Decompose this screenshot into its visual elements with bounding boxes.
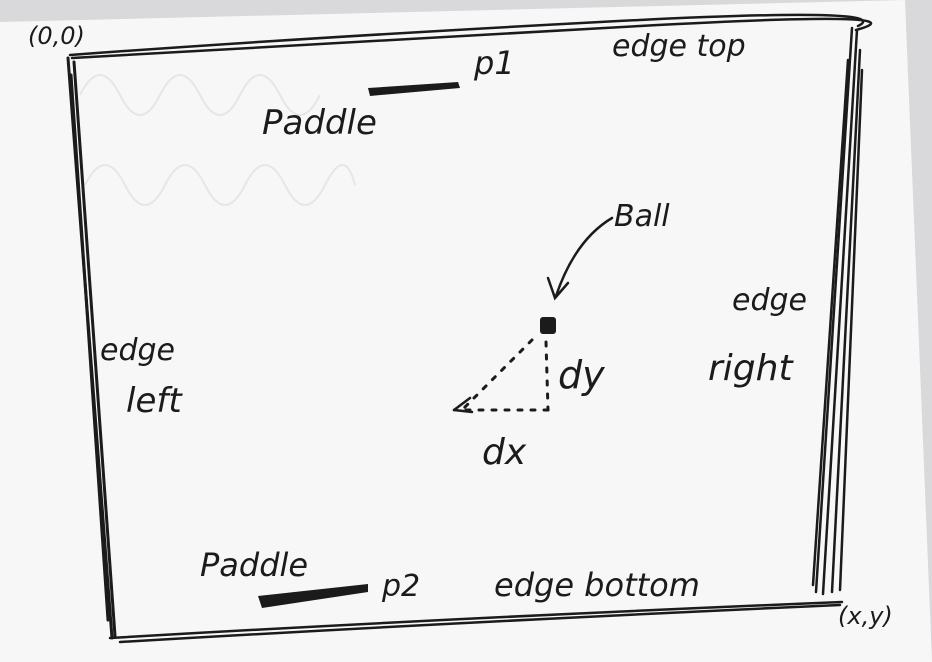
dx-label: dx (482, 432, 527, 473)
edge-left-line (66, 56, 117, 640)
edge-top-line (68, 13, 873, 60)
edge-left-label-line2: left (126, 381, 183, 421)
velocity-triangle (460, 338, 550, 412)
edge-top-label: edge top (612, 29, 746, 64)
ball-label: Ball (614, 199, 670, 234)
p2-label: p2 (381, 569, 420, 604)
edge-right-line (811, 26, 864, 596)
ball-arrow-icon (546, 216, 614, 301)
edge-left-label-line1: edge (100, 333, 175, 368)
paddle-bottom-mark (258, 584, 368, 608)
velocity-arrowhead-icon (452, 396, 474, 414)
corner-label: (x,y) (838, 602, 893, 630)
ghost-writing (79, 74, 356, 206)
paddle-bottom-label: Paddle (200, 546, 308, 584)
dy-label: dy (558, 353, 605, 397)
p1-label: p1 (473, 44, 515, 82)
edge-bottom-label: edge bottom (494, 566, 700, 604)
edge-right-label-line1: edge (732, 283, 807, 318)
edge-bottom-line (108, 600, 844, 644)
edge-right-label-line2: right (708, 348, 794, 389)
origin-label: (0,0) (28, 22, 85, 50)
paddle-top-mark (368, 82, 460, 96)
paddle-top-label: Paddle (262, 103, 377, 143)
ball-mark (540, 317, 556, 334)
